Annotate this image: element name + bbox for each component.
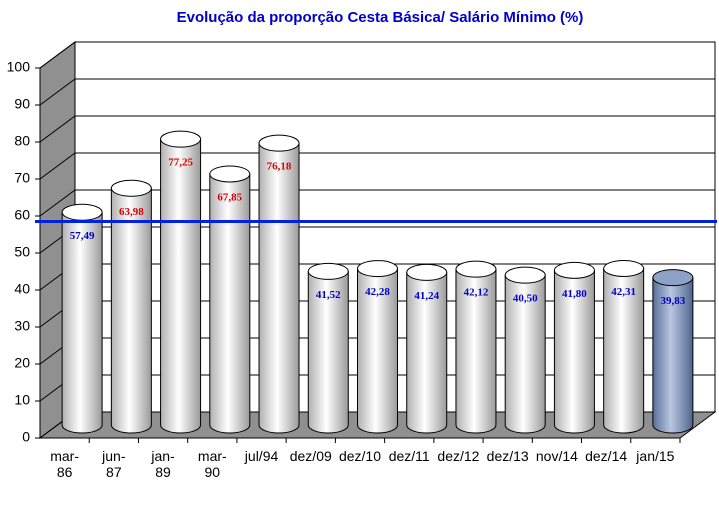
y-tick-label: 10 (14, 392, 30, 408)
y-tick-label: 30 (14, 318, 30, 334)
bar-top (61, 203, 103, 221)
bar (307, 270, 349, 434)
bar-top (406, 263, 448, 281)
x-tick-label: jun- 87 (102, 448, 126, 480)
y-tick-label: 80 (14, 133, 30, 149)
grid-line (39, 78, 76, 106)
grid-line (39, 189, 76, 217)
value-label: 39,83 (661, 295, 686, 307)
x-tick-label: dez/10 (338, 448, 382, 464)
bar-top (553, 261, 595, 279)
value-label: 41,24 (414, 290, 439, 302)
value-label: 41,80 (562, 288, 587, 300)
bar-top (160, 130, 202, 148)
bar (406, 271, 448, 434)
y-tick-label: 0 (22, 429, 30, 445)
bar (258, 142, 300, 434)
bar-top (455, 260, 497, 278)
x-tick-label: dez/13 (486, 448, 529, 464)
bar-top (258, 134, 300, 152)
y-tick-label: 70 (14, 170, 30, 186)
y-tick-label: 50 (14, 244, 30, 260)
bar (455, 268, 497, 434)
bar (110, 187, 152, 434)
value-label: 67,85 (217, 191, 242, 203)
bar (209, 173, 251, 434)
chart-title: Evolução da proporção Cesta Básica/ Salá… (177, 9, 584, 26)
bar (504, 274, 546, 434)
value-label: 40,50 (513, 293, 538, 305)
value-label: 41,52 (316, 289, 341, 301)
bar-top (209, 165, 251, 183)
x-tick-label: jan- 89 (151, 448, 175, 480)
bar (553, 269, 595, 434)
value-label: 42,28 (365, 286, 390, 298)
x-tick-label: jul/94 (244, 448, 279, 464)
value-label: 42,31 (611, 286, 636, 298)
x-tick-label: dez/14 (585, 448, 628, 464)
value-label: 76,18 (267, 161, 292, 173)
y-tick-label: 60 (14, 207, 30, 223)
x-tick-label: dez/09 (289, 448, 332, 464)
y-tick-label: 40 (14, 281, 30, 297)
bar-top (110, 179, 152, 197)
bar-top (652, 269, 694, 287)
bar-top (307, 262, 349, 280)
value-label: 42,12 (464, 287, 489, 299)
x-tick-label: dez/12 (437, 448, 480, 464)
x-tick-label: nov/14 (535, 448, 578, 464)
bar-top (357, 260, 398, 278)
grid-line (39, 115, 76, 143)
y-tick-label: 100 (7, 59, 31, 75)
bar (652, 277, 694, 434)
bar (160, 138, 202, 434)
x-tick-label: mar- 86 (50, 448, 79, 480)
value-label: 57,49 (70, 230, 95, 242)
bar (61, 211, 103, 434)
bar (357, 268, 398, 434)
x-tick-label: mar- 90 (197, 448, 227, 480)
bar-top (603, 259, 645, 277)
y-tick-label: 20 (14, 355, 30, 371)
x-tick-label: jan/15 (636, 448, 675, 464)
bar-top (504, 266, 546, 284)
grid-line (39, 41, 76, 69)
value-label: 63,98 (119, 206, 144, 218)
grid-line (39, 152, 76, 180)
value-label: 77,25 (168, 157, 193, 169)
y-tick-label: 90 (14, 96, 30, 112)
bar (603, 267, 645, 434)
x-tick-label: dez/11 (388, 448, 430, 464)
